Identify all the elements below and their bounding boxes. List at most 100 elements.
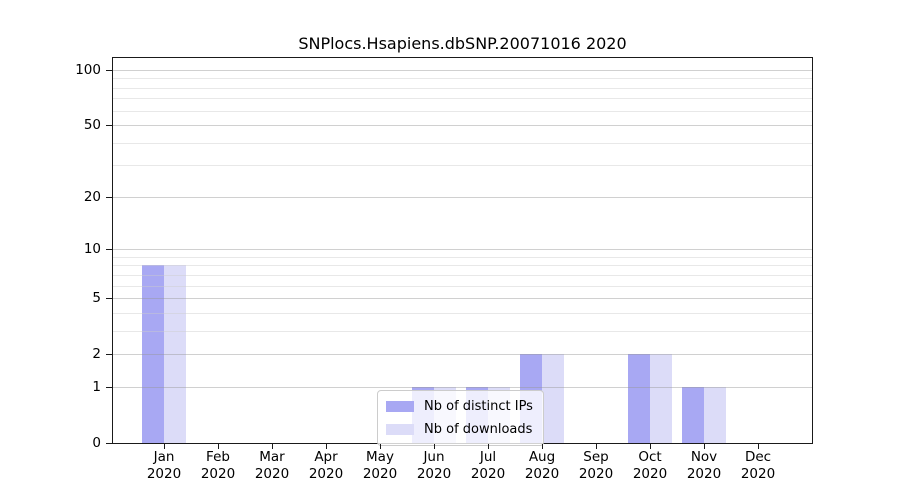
x-axis-tick-label-may: May 2020 [348,449,412,483]
x-axis-tick-label-jul: Jul 2020 [456,449,520,483]
month-label: Nov [690,449,718,465]
y-tick-mark [106,249,113,250]
plot-area: Nb of distinct IPs Nb of downloads [112,57,813,446]
x-axis-tick-label-apr: Apr 2020 [294,449,358,483]
month-label: Jul [479,449,497,465]
x-axis-tick-label-sep: Sep 2020 [564,449,628,483]
year-label: 2020 [524,466,560,482]
y-axis-tick-label: 0 [92,435,101,451]
year-label: 2020 [578,466,614,482]
x-tick-mark [218,444,219,449]
year-label: 2020 [200,466,236,482]
year-label: 2020 [740,466,776,482]
x-axis-tick-label-oct: Oct 2020 [618,449,682,483]
x-axis-tick-label-jan: Jan 2020 [132,449,196,483]
chart-title: SNPlocs.Hsapiens.dbSNP.20071016 2020 [298,34,627,53]
legend-label: Nb of downloads [424,422,533,437]
y-tick-mark [106,197,113,198]
gridline-major [113,197,812,198]
gridline-major [113,354,812,355]
year-label: 2020 [416,466,452,482]
x-axis-tick-label-jun: Jun 2020 [402,449,466,483]
x-axis-tick-label-nov: Nov 2020 [672,449,736,483]
month-label: May [366,449,394,465]
x-tick-mark [488,444,489,449]
gridline-minor [113,265,812,266]
y-axis-tick-label: 2 [92,346,101,362]
month-label: Jan [153,449,175,465]
bar-jan-ips [141,265,164,443]
y-tick-mark [106,70,113,71]
x-tick-mark [758,444,759,449]
y-tick-mark [106,387,113,388]
legend-swatch [386,424,414,435]
gridline-major [113,298,812,299]
x-tick-mark [542,444,543,449]
x-axis-tick-label-aug: Aug 2020 [510,449,574,483]
x-tick-mark [434,444,435,449]
bar-aug-downloads [541,354,564,443]
y-axis-tick-label: 100 [75,62,101,78]
y-tick-mark [106,125,113,126]
gridline-major [113,70,812,71]
month-label: Dec [744,449,772,465]
x-axis-tick-label-feb: Feb 2020 [186,449,250,483]
year-label: 2020 [308,466,344,482]
y-tick-mark [106,298,113,299]
month-label: Oct [638,449,662,465]
y-axis-tick-label: 20 [83,189,101,205]
legend: Nb of distinct IPs Nb of downloads [377,390,544,446]
x-tick-mark [380,444,381,449]
legend-swatch [386,401,414,412]
gridline-minor [113,143,812,144]
bar-nov-ips [681,386,704,443]
gridline-minor [113,98,812,99]
x-tick-mark [650,444,651,449]
year-label: 2020 [632,466,668,482]
bar-nov-downloads [703,386,726,443]
y-axis-tick-label: 50 [83,117,101,133]
gridline-minor [113,257,812,258]
x-axis-tick-label-dec: Dec 2020 [726,449,790,483]
y-tick-mark [106,443,113,444]
bar-oct-downloads [649,354,672,443]
x-tick-mark [272,444,273,449]
gridline-minor [113,165,812,166]
legend-row: Nb of distinct IPs [386,397,533,416]
gridline-major [113,249,812,250]
legend-label: Nb of distinct IPs [424,399,533,414]
year-label: 2020 [146,466,182,482]
legend-row: Nb of downloads [386,420,533,439]
x-tick-mark [326,444,327,449]
month-label: Jun [423,449,445,465]
year-label: 2020 [362,466,398,482]
month-label: Apr [314,449,338,465]
year-label: 2020 [686,466,722,482]
gridline-minor [113,275,812,276]
gridline-minor [113,331,812,332]
month-label: Aug [528,449,556,465]
month-label: Mar [259,449,285,465]
y-axis-tick-label: 1 [92,379,101,395]
gridline-major [113,125,812,126]
gridline-minor [113,78,812,79]
y-axis-tick-label: 10 [83,241,101,257]
gridline-minor [113,313,812,314]
x-tick-mark [164,444,165,449]
month-label: Feb [206,449,230,465]
gridline-minor [113,286,812,287]
x-tick-mark [596,444,597,449]
x-axis-tick-label-mar: Mar 2020 [240,449,304,483]
year-label: 2020 [254,466,290,482]
y-axis-tick-label: 5 [92,290,101,306]
x-tick-mark [704,444,705,449]
y-tick-mark [106,354,113,355]
bar-oct-ips [627,354,650,443]
month-label: Sep [583,449,609,465]
gridline-major [113,387,812,388]
gridline-minor [113,111,812,112]
gridline-minor [113,88,812,89]
bar-jan-downloads [163,265,186,443]
year-label: 2020 [470,466,506,482]
